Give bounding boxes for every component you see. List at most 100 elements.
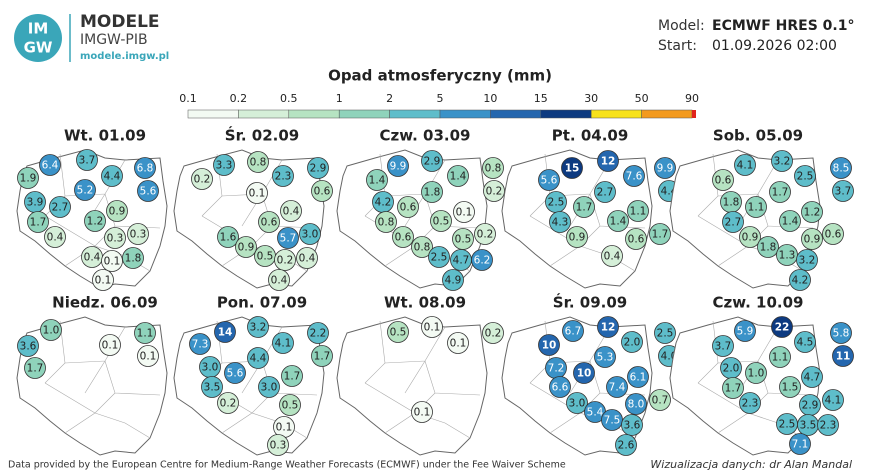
precip-value: 3.6 — [20, 341, 37, 353]
precip-value: 5.3 — [597, 352, 614, 364]
precip-value: 0.4 — [84, 252, 101, 264]
map-title: Pon. 07.09 — [217, 294, 307, 312]
precip-marker — [745, 196, 767, 218]
precip-value: 1.1 — [137, 328, 154, 340]
precip-marker — [299, 223, 321, 245]
precip-value: 4.7 — [453, 255, 470, 267]
precip-marker — [307, 157, 329, 179]
precip-value: 3.9 — [27, 197, 44, 209]
map-title: Sob. 05.09 — [713, 127, 803, 145]
org: IMGW-PIB — [80, 32, 148, 48]
map-title: Śr. 02.09 — [225, 126, 299, 145]
precip-marker — [817, 414, 839, 436]
precip-value: 4.7 — [804, 372, 821, 384]
precip-marker — [274, 249, 296, 271]
precip-value: 0.8 — [414, 242, 431, 254]
precip-value: 2.5 — [548, 197, 565, 209]
precip-value: 10 — [542, 340, 557, 352]
legend-swatch — [540, 109, 592, 119]
legend-tick-label: 5 — [437, 92, 444, 105]
precip-value: 1.0 — [43, 325, 60, 337]
precip-value: 0.3 — [270, 440, 287, 452]
precip-value: 3.0 — [302, 229, 319, 241]
precip-marker — [769, 346, 791, 368]
precip-marker — [712, 169, 734, 191]
legend-swatch — [439, 109, 491, 119]
precip-value: 0.1 — [424, 322, 441, 334]
precip-marker — [27, 211, 49, 233]
precip-value: 1.1 — [630, 206, 647, 218]
precip-marker — [281, 365, 303, 387]
precip-marker — [471, 249, 493, 271]
precip-marker — [392, 226, 414, 248]
precip-value: 2.9 — [310, 163, 327, 175]
precip-value: 0.1 — [414, 407, 431, 419]
precip-marker — [832, 345, 854, 367]
legend-swatch — [389, 109, 441, 119]
precip-value: 1.1 — [748, 202, 765, 214]
precip-value: 0.7 — [652, 395, 669, 407]
region-borders — [44, 320, 161, 439]
footer-credit: Wizualizacja danych: dr Alan Mandal — [650, 458, 852, 471]
precip-marker — [649, 223, 671, 245]
precip-value: 1.1 — [772, 352, 789, 364]
precip-marker — [625, 228, 647, 250]
precip-marker — [794, 331, 816, 353]
precip-marker — [76, 149, 98, 171]
precip-marker — [739, 226, 761, 248]
precip-value: 2.5 — [797, 171, 814, 183]
precip-value: 10 — [577, 368, 592, 380]
precip-marker — [397, 196, 419, 218]
precip-value: 0.6 — [825, 229, 842, 241]
precip-marker — [224, 362, 246, 384]
precip-value: 2.5 — [657, 328, 674, 340]
map-title: Czw. 10.09 — [712, 294, 803, 312]
precip-value: 0.2 — [277, 255, 294, 267]
precip-value: 1.7 — [314, 351, 331, 363]
legend-swatch — [238, 109, 290, 119]
precip-marker — [92, 269, 114, 291]
precip-value: 5.6 — [140, 186, 157, 198]
precip-marker — [757, 236, 779, 258]
precip-value: 3.3 — [216, 160, 233, 172]
precip-value: 1.6 — [220, 232, 237, 244]
precip-value: 0.2 — [477, 229, 494, 241]
precip-marker — [453, 201, 475, 223]
precip-marker — [801, 201, 823, 223]
precip-value: 2.6 — [618, 440, 635, 452]
precip-value: 6.4 — [42, 160, 59, 172]
precip-value: 6.8 — [137, 163, 154, 175]
precip-marker — [134, 322, 156, 344]
precip-value: 2.3 — [275, 171, 292, 183]
precip-marker — [101, 165, 123, 187]
precip-value: 4.1 — [825, 395, 842, 407]
precip-value: 1.7 — [725, 383, 742, 395]
precip-marker — [482, 157, 504, 179]
precip-value: 4.1 — [275, 338, 292, 350]
precip-marker — [779, 210, 801, 232]
precip-marker — [566, 392, 588, 414]
precip-marker — [280, 200, 302, 222]
precip-marker — [272, 165, 294, 187]
map-title: Czw. 03.09 — [379, 127, 470, 145]
precip-marker — [74, 179, 96, 201]
precip-marker — [623, 165, 645, 187]
precip-value: 4.4 — [250, 353, 267, 365]
precip-value: 2.7 — [52, 202, 69, 214]
legend-tick-label: 30 — [584, 92, 598, 105]
precip-marker — [191, 168, 213, 190]
precip-value: 0.3 — [130, 229, 147, 241]
precip-value: 2.5 — [779, 419, 796, 431]
precip-marker — [258, 376, 280, 398]
precip-value: 7.6 — [626, 171, 643, 183]
precip-value: 1.7 — [652, 229, 669, 241]
legend-tick-label: 50 — [635, 92, 649, 105]
precip-value: 2.2 — [310, 328, 327, 340]
precip-marker — [712, 335, 734, 357]
precip-marker — [654, 322, 676, 344]
precip-marker — [621, 414, 643, 436]
map-title: Śr. 09.09 — [553, 293, 627, 312]
precip-value: 3.2 — [774, 156, 791, 168]
